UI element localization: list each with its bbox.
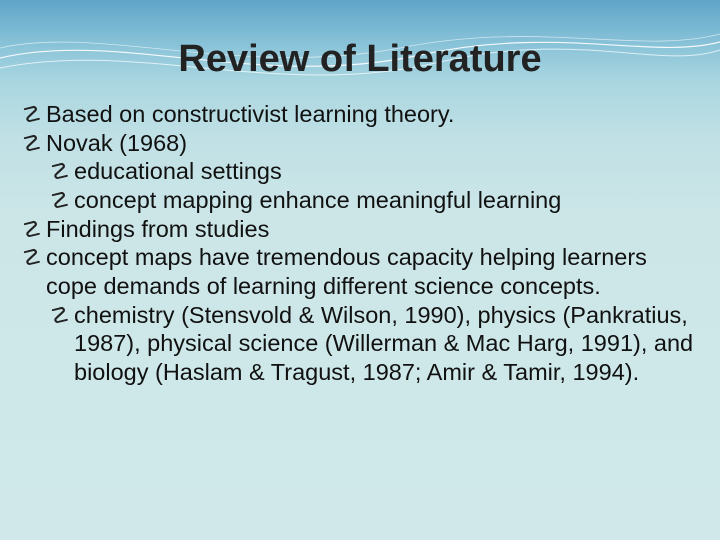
- bullet-item: ☡ Findings from studies: [22, 215, 698, 244]
- bullet-icon: ☡: [50, 303, 70, 330]
- bullet-text: concept mapping enhance meaningful learn…: [74, 187, 561, 213]
- bullet-icon: ☡: [50, 188, 70, 215]
- slide: Review of Literature ☡ Based on construc…: [0, 0, 720, 540]
- bullet-icon: ☡: [22, 217, 42, 244]
- slide-body: ☡ Based on constructivist learning theor…: [22, 100, 698, 387]
- bullet-item: ☡ concept maps have tremendous capacity …: [22, 243, 698, 300]
- bullet-text: chemistry (Stensvold & Wilson, 1990), ph…: [74, 302, 693, 385]
- bullet-text: educational settings: [74, 158, 282, 184]
- bullet-item: ☡ Based on constructivist learning theor…: [22, 100, 698, 129]
- slide-title: Review of Literature: [0, 38, 720, 81]
- bullet-text: Findings from studies: [46, 216, 269, 242]
- bullet-item: ☡ concept mapping enhance meaningful lea…: [22, 186, 698, 215]
- bullet-text: Novak (1968): [46, 130, 187, 156]
- bullet-item: ☡ chemistry (Stensvold & Wilson, 1990), …: [22, 301, 698, 387]
- bullet-icon: ☡: [22, 131, 42, 158]
- bullet-icon: ☡: [22, 245, 42, 272]
- bullet-icon: ☡: [50, 159, 70, 186]
- bullet-text: concept maps have tremendous capacity he…: [46, 244, 647, 299]
- bullet-item: ☡ Novak (1968): [22, 129, 698, 158]
- bullet-item: ☡ educational settings: [22, 157, 698, 186]
- bullet-text: Based on constructivist learning theory.: [46, 101, 454, 127]
- bullet-icon: ☡: [22, 102, 42, 129]
